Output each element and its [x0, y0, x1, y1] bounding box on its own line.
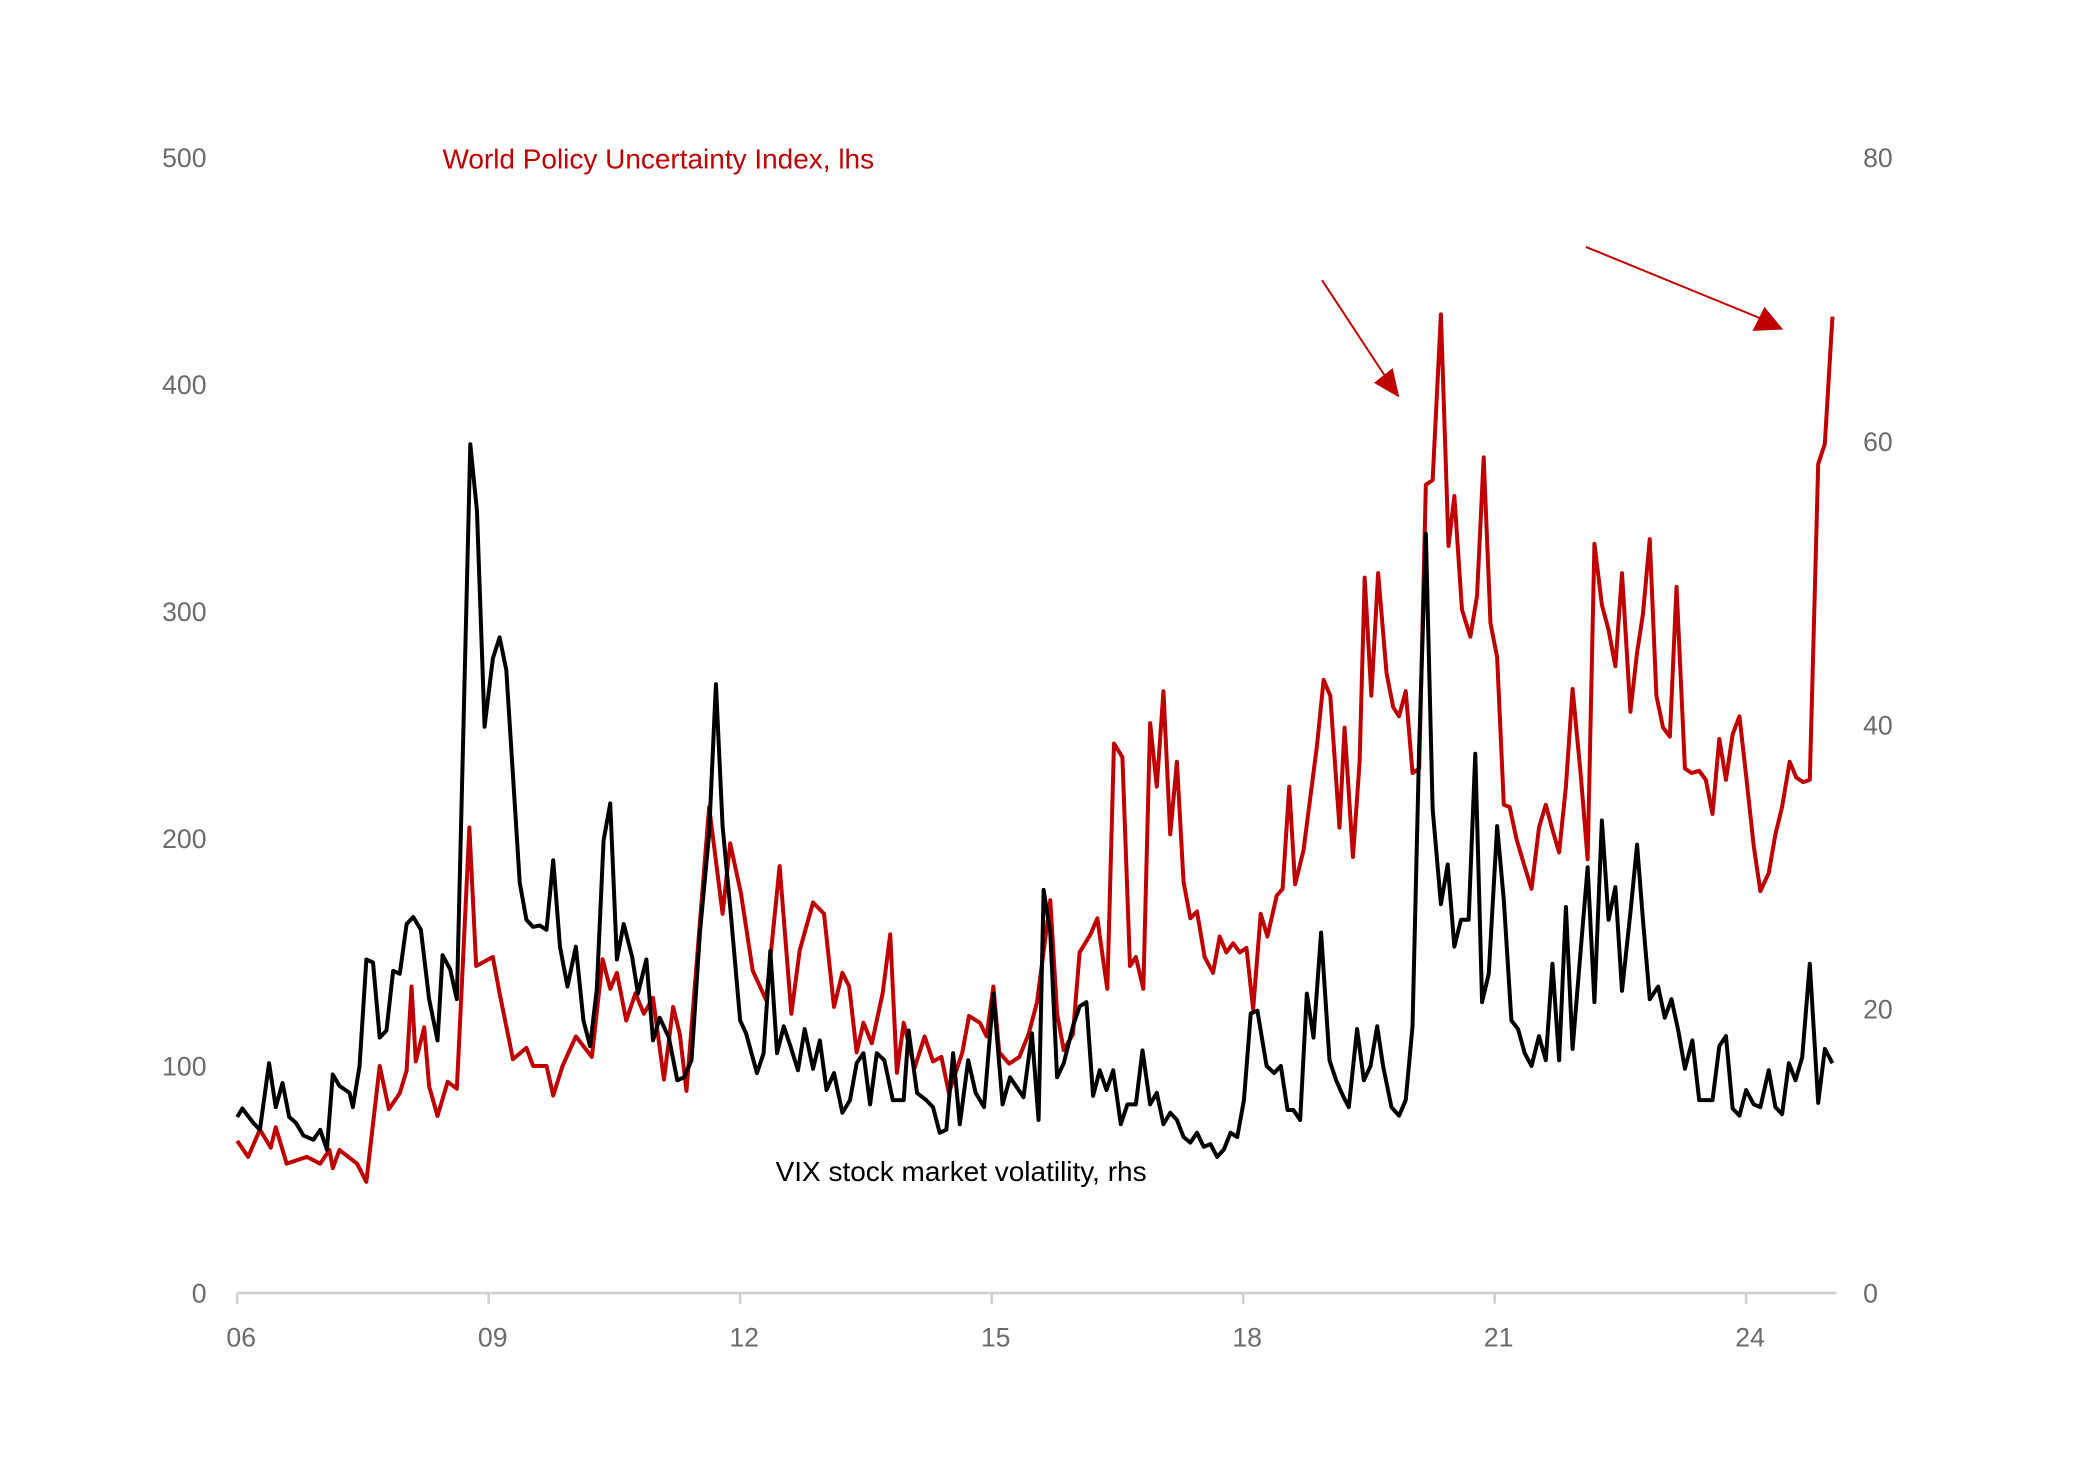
legend-label-vix: VIX stock market volatility, rhs	[776, 1156, 1147, 1187]
right-tick-label: 0	[1863, 1278, 1878, 1308]
x-tick-label: 18	[1232, 1322, 1262, 1352]
x-tick-label: 09	[478, 1322, 508, 1352]
right-tick-label: 80	[1863, 143, 1893, 173]
right-tick-label: 40	[1863, 711, 1893, 741]
x-tick-label: 15	[981, 1322, 1011, 1352]
x-axis-ticks: 06 09 12 15 18 21 24	[226, 1293, 1765, 1352]
left-tick-label: 300	[162, 597, 206, 627]
wpu-series-line	[235, 312, 1835, 1184]
left-tick-label: 0	[192, 1278, 207, 1308]
x-tick-label: 12	[729, 1322, 759, 1352]
left-tick-label: 500	[162, 143, 206, 173]
right-tick-label: 60	[1863, 427, 1893, 457]
annotation-arrow-2020	[1321, 279, 1400, 398]
vix-series-line	[235, 442, 1835, 1159]
legend-label-wpu: World Policy Uncertainty Index, lhs	[442, 143, 874, 174]
left-tick-label: 200	[162, 824, 206, 854]
left-tick-label: 400	[162, 370, 206, 400]
x-tick-label: 21	[1484, 1322, 1514, 1352]
right-axis-ticks: 0 20 40 60 80	[1863, 143, 1893, 1308]
left-tick-label: 100	[162, 1051, 206, 1081]
right-tick-label: 20	[1863, 995, 1893, 1025]
series-lines	[235, 312, 1835, 1184]
annotation-arrow-2025	[1585, 245, 1784, 331]
x-tick-label: 24	[1735, 1322, 1765, 1352]
x-tick-label: 06	[226, 1322, 256, 1352]
left-axis-ticks: 0 100 200 300 400 500	[162, 143, 206, 1308]
